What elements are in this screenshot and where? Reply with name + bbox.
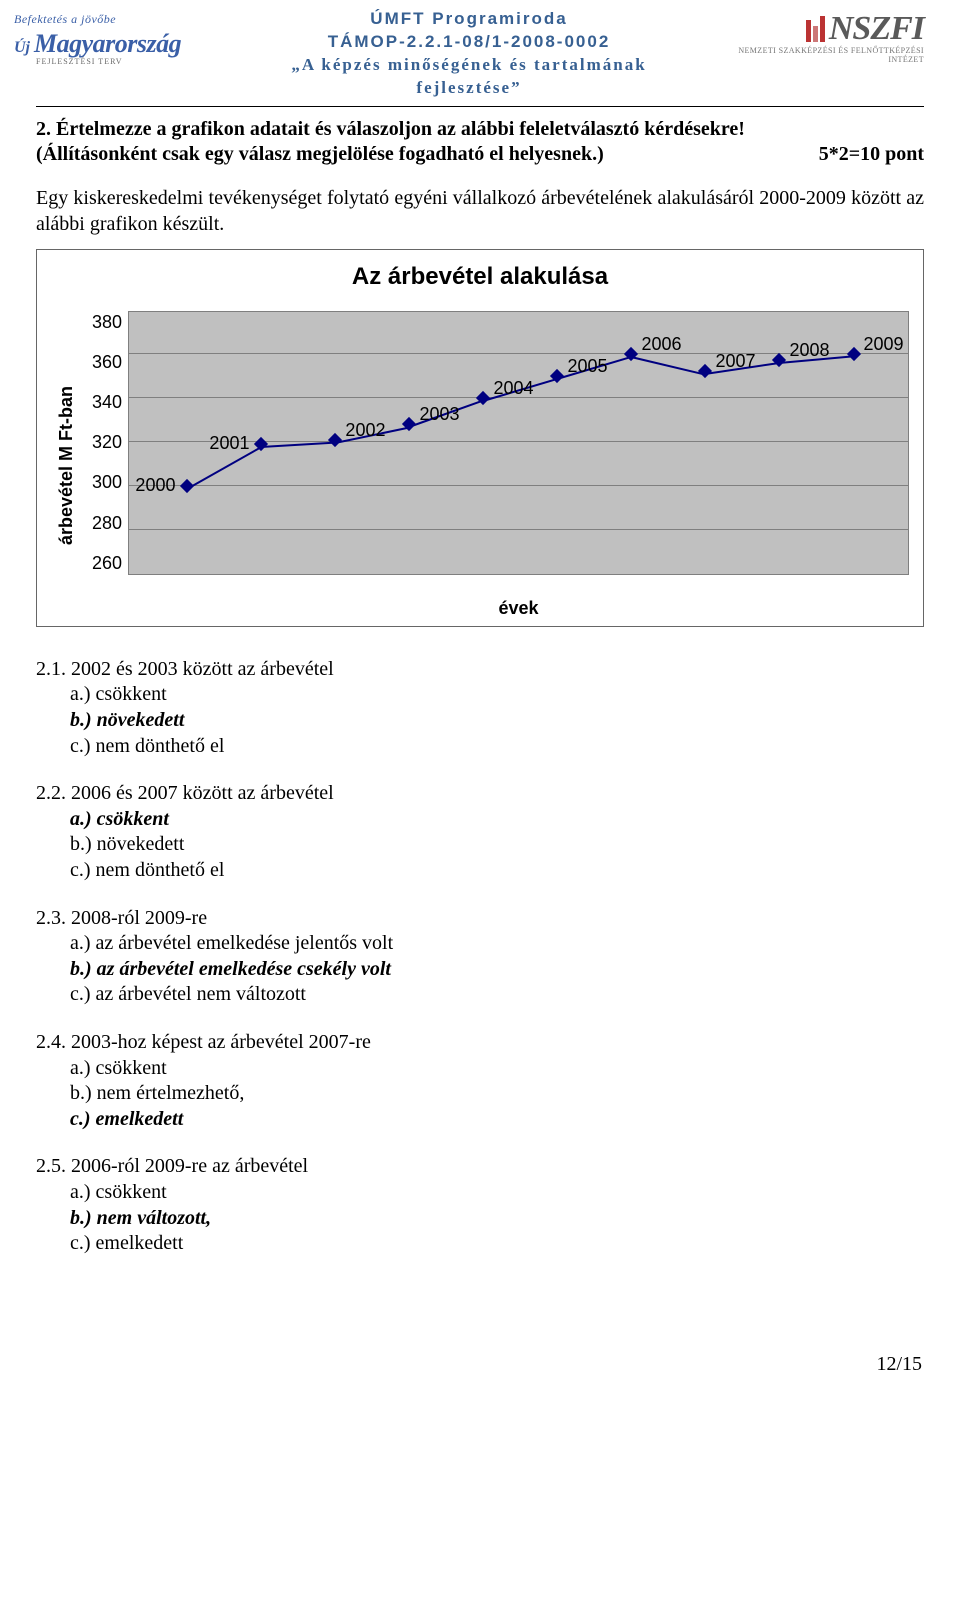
- chart-point: [772, 353, 786, 367]
- chart-point-label: 2003: [419, 403, 459, 426]
- y-tick: 300: [92, 471, 122, 494]
- logo-left-uj: Új: [14, 39, 30, 57]
- chart-segment: [261, 442, 335, 448]
- question-option: c.) emelkedett: [70, 1107, 924, 1133]
- page-header: Befektetés a jövőbe Új Magyarország FEJL…: [0, 0, 960, 104]
- question-block: 2.4. 2003-hoz képest az árbevétel 2007-r…: [36, 1030, 924, 1132]
- chart-point-label: 2002: [345, 419, 385, 442]
- header-line1: ÚMFT Programiroda: [234, 8, 704, 31]
- y-tick: 280: [92, 512, 122, 535]
- header-line2: TÁMOP-2.2.1-08/1-2008-0002: [234, 31, 704, 54]
- chart-segment: [631, 356, 705, 376]
- question-option: b.) nem értelmezhető,: [70, 1081, 924, 1107]
- questions-list: 2.1. 2002 és 2003 között az árbevétela.)…: [36, 657, 924, 1257]
- chart-plot: 2000 2001 2002 2003 2004 2005 2006 2007 2008 2009: [128, 311, 909, 575]
- header-line4: fejlesztése”: [234, 77, 704, 100]
- question-option: a.) csökkent: [70, 1180, 924, 1206]
- chart-point-label: 2004: [493, 377, 533, 400]
- chart-point: [846, 347, 860, 361]
- question-block: 2.2. 2006 és 2007 között az árbevétela.)…: [36, 781, 924, 883]
- chart-x-label: évek: [128, 597, 909, 620]
- chart-point-label: 2007: [715, 350, 755, 373]
- gridline: [129, 529, 908, 530]
- chart-point-label: 2000: [135, 474, 175, 497]
- question-option: c.) emelkedett: [70, 1231, 924, 1257]
- page-body: 2. Értelmezze a grafikon adatait és vála…: [0, 117, 960, 1319]
- question-option: a.) csökkent: [70, 1056, 924, 1082]
- question-stem: 2.2. 2006 és 2007 között az árbevétel: [36, 781, 924, 807]
- chart-y-axis: 380 360 340 320 300 280 260: [82, 311, 128, 575]
- y-tick: 260: [92, 552, 122, 575]
- question-block: 2.1. 2002 és 2003 között az árbevétela.)…: [36, 657, 924, 759]
- question-option: b.) növekedett: [70, 832, 924, 858]
- header-line3: „A képzés minőségének és tartalmának: [234, 54, 704, 77]
- logo-left: Befektetés a jövőbe Új Magyarország FEJL…: [14, 8, 234, 66]
- chart-point-label: 2008: [789, 339, 829, 362]
- question-option: a.) csökkent: [70, 682, 924, 708]
- question-option: c.) nem dönthető el: [70, 734, 924, 760]
- chart-title: Az árbevétel alakulása: [51, 262, 909, 293]
- y-tick: 360: [92, 351, 122, 374]
- task-line2: (Állításonként csak egy válasz megjelölé…: [36, 142, 924, 168]
- y-tick: 320: [92, 431, 122, 454]
- question-option: c.) az árbevétel nem változott: [70, 982, 924, 1008]
- task-line1: 2. Értelmezze a grafikon adatait és vála…: [36, 117, 924, 143]
- page-number: 12/15: [0, 1353, 960, 1376]
- chart-frame: Az árbevétel alakulása árbevétel M Ft-ba…: [36, 249, 924, 627]
- question-option: b.) nem változott,: [70, 1206, 924, 1232]
- question-option: a.) az árbevétel emelkedése jelentős vol…: [70, 931, 924, 957]
- nszfi-sub: NEMZETI SZAKKÉPZÉSI ÉS FELNŐTTKÉPZÉSI IN…: [704, 46, 924, 64]
- question-option: b.) az árbevétel emelkedése csekély volt: [70, 957, 924, 983]
- nszfi-brand: NSZFI: [829, 10, 924, 48]
- gridline: [129, 485, 908, 486]
- nszfi-bars-icon: [806, 16, 825, 42]
- logo-left-tagline: Befektetés a jövőbe: [14, 12, 234, 27]
- question-block: 2.5. 2006-ról 2009-re az árbevétela.) cs…: [36, 1154, 924, 1256]
- question-option: b.) növekedett: [70, 708, 924, 734]
- task-line2-right: 5*2=10 pont: [819, 142, 924, 168]
- question-stem: 2.3. 2008-ról 2009-re: [36, 906, 924, 932]
- chart-point-label: 2006: [641, 333, 681, 356]
- header-rule: [36, 106, 924, 107]
- question-option: a.) csökkent: [70, 807, 924, 833]
- y-tick: 380: [92, 311, 122, 334]
- chart-y-label: árbevétel M Ft-ban: [51, 311, 82, 620]
- logo-right: NSZFI NEMZETI SZAKKÉPZÉSI ÉS FELNŐTTKÉPZ…: [704, 8, 924, 64]
- question-option: c.) nem dönthető el: [70, 858, 924, 884]
- question-block: 2.3. 2008-ról 2009-rea.) az árbevétel em…: [36, 906, 924, 1008]
- chart-point-label: 2009: [863, 333, 903, 356]
- chart-point: [328, 433, 342, 447]
- task-line2-left: (Állításonként csak egy válasz megjelölé…: [36, 142, 604, 168]
- chart-point-label: 2005: [567, 355, 607, 378]
- logo-left-main: Magyarország: [34, 29, 181, 59]
- chart-point: [698, 364, 712, 378]
- intro-paragraph: Egy kiskereskedelmi tevékenységet folyta…: [36, 186, 924, 237]
- chart-point-label: 2001: [209, 432, 249, 455]
- question-stem: 2.5. 2006-ról 2009-re az árbevétel: [36, 1154, 924, 1180]
- header-center: ÚMFT Programiroda TÁMOP-2.2.1-08/1-2008-…: [234, 8, 704, 100]
- question-stem: 2.4. 2003-hoz képest az árbevétel 2007-r…: [36, 1030, 924, 1056]
- y-tick: 340: [92, 391, 122, 414]
- chart-point: [180, 479, 194, 493]
- question-stem: 2.1. 2002 és 2003 között az árbevétel: [36, 657, 924, 683]
